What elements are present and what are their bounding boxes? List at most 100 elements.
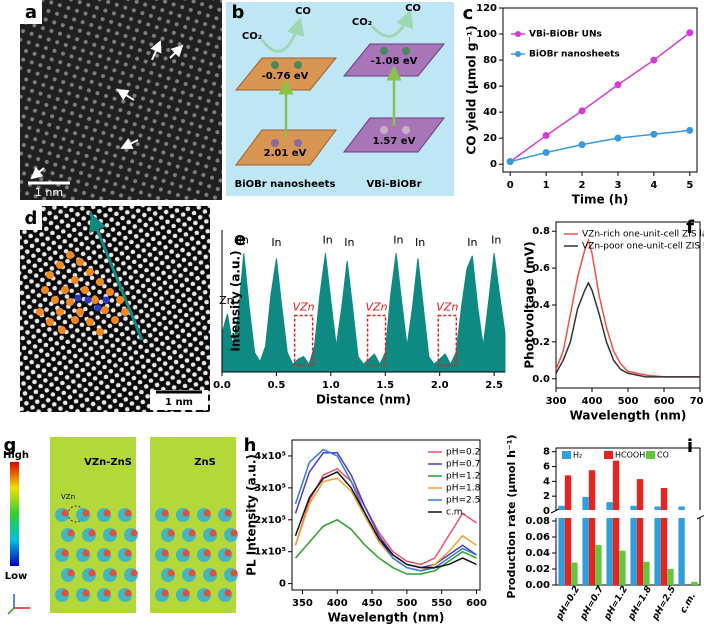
charge-lobe — [161, 509, 169, 517]
panel-a: a 1 nm — [20, 0, 222, 200]
series-line — [510, 129, 690, 163]
energy-label: -0.76 eV — [262, 71, 309, 82]
charge-density-map — [50, 437, 136, 613]
atom-marker — [71, 316, 79, 324]
x-tick-label: 350 — [292, 598, 313, 609]
map-title: ZnS — [194, 457, 216, 468]
charge-lobe — [124, 549, 132, 557]
label-box — [20, 0, 42, 24]
charge-lobe — [103, 589, 111, 597]
series-line — [555, 238, 700, 378]
image-shade — [20, 0, 222, 200]
defect-box — [437, 314, 458, 367]
x-axis-label: Wavelength (nm) — [570, 409, 687, 423]
charge-lobe — [224, 549, 232, 557]
series-line — [294, 448, 477, 572]
atom-marker — [56, 261, 64, 269]
atom-marker — [101, 306, 109, 314]
gas-label: CO₂ — [242, 31, 262, 42]
charge-lobe — [103, 509, 111, 517]
label-box — [20, 206, 42, 230]
atom-marker — [46, 318, 54, 326]
panel-label: c — [463, 3, 474, 24]
panel-d: d 1 nm — [20, 206, 210, 412]
atom-marker — [96, 278, 104, 286]
charge-lobe — [230, 529, 238, 537]
panel-label: f — [686, 217, 694, 238]
bar — [667, 569, 674, 585]
annotation: In — [322, 233, 332, 246]
colorbar-label: Low — [5, 571, 27, 582]
bar — [654, 506, 661, 585]
energy-label: 1.57 eV — [373, 136, 416, 147]
x-tick-label: 2 — [579, 180, 586, 191]
charge-density-map — [150, 437, 236, 613]
atom-marker — [121, 308, 129, 316]
x-tick-label: 400 — [582, 396, 603, 407]
x-tick-label: 700 — [690, 396, 704, 407]
colorbar — [10, 462, 19, 566]
series-line — [294, 477, 477, 572]
panel-label: g — [4, 435, 17, 456]
charge-lobe — [103, 549, 111, 557]
atom-marker — [66, 251, 74, 259]
x-tick-label: 500 — [396, 598, 417, 609]
x-tick-label: 600 — [466, 598, 487, 609]
atom-marker — [61, 286, 69, 294]
legend-swatch — [604, 451, 613, 459]
y-axis-label: CO yield (μmol g⁻¹) — [465, 25, 479, 154]
panel-label: a — [25, 2, 37, 23]
series-line — [294, 518, 477, 575]
colorbar-label: High — [3, 450, 29, 461]
hole — [294, 139, 302, 147]
charge-lobe — [109, 569, 117, 577]
area-fill — [221, 253, 506, 373]
charge-lobe — [82, 549, 90, 557]
material-label: VBi-BiOBr — [366, 179, 421, 190]
charge-lobe — [82, 589, 90, 597]
y-tick-label: 100 — [476, 29, 497, 40]
charge-lobe — [209, 569, 217, 577]
charge-lobe — [67, 529, 75, 537]
atom-marker — [116, 296, 124, 304]
x-tick-label: 550 — [431, 598, 452, 609]
plot-frame — [502, 7, 698, 173]
charge-lobe — [61, 509, 69, 517]
plate — [342, 117, 446, 153]
annotation: In — [415, 236, 425, 249]
atom-marker — [76, 308, 84, 316]
data-point — [578, 107, 586, 115]
charge-lobe — [82, 509, 90, 517]
atom-marker — [36, 308, 44, 316]
annotation: VZn — [293, 300, 315, 313]
reaction-arrow — [370, 9, 414, 38]
atom-marker — [94, 304, 102, 312]
atom-marker — [56, 308, 64, 316]
series-line — [294, 452, 477, 569]
electron — [380, 47, 388, 55]
x-tick-label: 4 — [650, 180, 657, 191]
legend-swatch — [515, 51, 521, 57]
y-tick-label: 40 — [483, 107, 497, 118]
category-label: pH=2.5 — [650, 585, 678, 623]
bar — [595, 545, 602, 585]
y-tick-label: 0.06 — [525, 532, 550, 543]
atom-marker — [106, 288, 114, 296]
x-tick-label: 2.5 — [485, 380, 503, 391]
bar — [582, 496, 589, 585]
legend-label: pH=2.5 — [446, 496, 480, 506]
annotation: In — [344, 236, 354, 249]
x-axis-label: Distance (nm) — [316, 393, 411, 407]
y-tick-label: 0.08 — [525, 516, 550, 527]
data-point — [542, 132, 550, 140]
bar — [678, 506, 685, 585]
legend-label: BiOBr nanosheets — [529, 50, 620, 60]
charge-lobe — [67, 569, 75, 577]
data-point — [686, 126, 694, 134]
y-tick-label: 0 — [543, 506, 550, 517]
bar — [691, 581, 698, 585]
bar — [564, 475, 572, 585]
bar — [558, 505, 565, 585]
data-point — [614, 134, 622, 142]
